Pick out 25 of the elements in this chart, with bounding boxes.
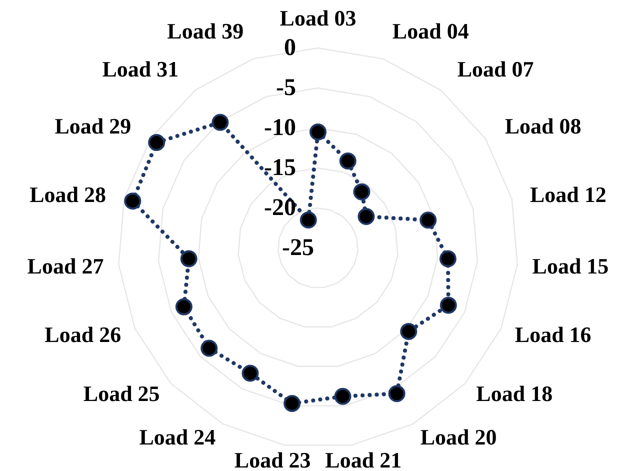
spoke-label: Load 23 [234,448,311,471]
spoke-label: Load 31 [102,56,179,82]
spoke-label: Load 15 [532,253,609,278]
spoke-label: Load 07 [457,56,534,82]
spoke-label: Load 39 [167,18,244,44]
spoke-label: Load 29 [54,113,132,138]
spoke-label: Load 28 [30,182,106,207]
y-tick-label: -10 [264,115,296,141]
spoke-label: Load 16 [514,322,592,347]
spoke-label: Load 21 [325,448,402,471]
y-tick-label: -5 [276,75,296,101]
spoke-label: Load 04 [392,18,469,44]
y-tick-label: -25 [282,235,314,261]
spoke-label: Load 08 [504,113,582,138]
spoke-label: Load 25 [83,381,160,406]
spoke-label: Load 03 [280,6,356,30]
spoke-label: Load 12 [530,182,606,207]
y-tick-label: -20 [264,195,296,221]
y-tick-label: 0 [284,35,296,61]
spoke-label: Load 26 [44,322,122,347]
spoke-label: Load 27 [27,253,104,278]
spoke-label: Load 20 [420,424,497,450]
y-tick-label: -15 [264,155,296,181]
spoke-label: Load 18 [476,381,553,406]
spoke-label: Load 24 [139,424,216,450]
